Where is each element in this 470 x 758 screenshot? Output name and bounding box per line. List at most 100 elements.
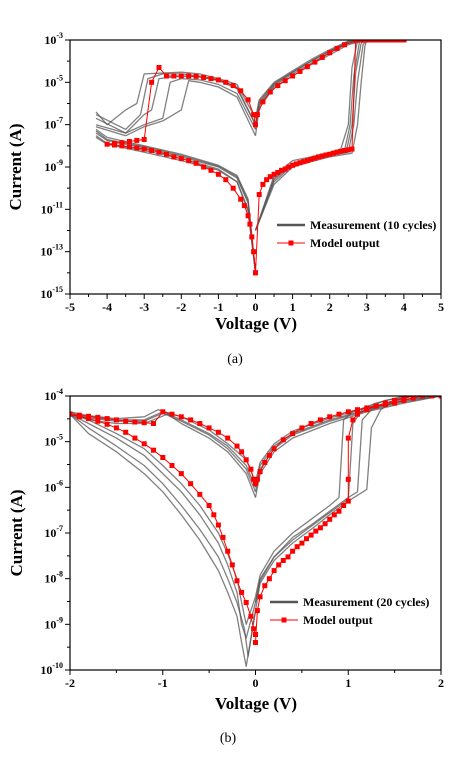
chart-b-y-tick-label: 10-8 xyxy=(44,570,63,586)
chart-a-y-tick-label: 10-5 xyxy=(44,73,63,89)
chart-b-model-point xyxy=(206,503,212,508)
chart-a-model-point xyxy=(379,40,385,43)
chart-b-model-point xyxy=(234,578,240,584)
chart-a-model-point xyxy=(271,171,277,177)
chart-a-model-point xyxy=(126,144,132,150)
chart-a-model-point xyxy=(134,137,140,143)
chart-b-model-point xyxy=(211,512,217,518)
chart-a-model-point xyxy=(238,196,244,202)
chart-a-plot-group: -5 -4 -3 -2 -1 0 1 2 3 4 510-1510-1310-1110-910-71… xyxy=(6,31,444,333)
chart-a-model-point xyxy=(338,148,344,154)
chart-b-model-point xyxy=(239,449,245,455)
chart-a-x-tick-label: -1 xyxy=(213,300,223,314)
chart-b-model-point xyxy=(355,407,360,413)
chart-a-model-point xyxy=(282,78,288,84)
chart-a-y-tick-exponent: -15 xyxy=(52,285,63,294)
chart-a-model-point xyxy=(334,149,340,155)
chart-b-model-point xyxy=(285,554,291,560)
chart-a-model-point xyxy=(141,137,147,142)
chart-b-model-point xyxy=(327,516,333,522)
chart-b-model-point xyxy=(215,522,221,528)
chart-a-model-point xyxy=(267,89,273,95)
chart-a-measurement-cycle-0-branch-1 xyxy=(254,40,367,125)
chart-b-model-point xyxy=(248,613,254,619)
chart-b-model-point xyxy=(266,452,272,458)
chart-a-model-point xyxy=(112,142,117,148)
chart-b-model-point xyxy=(257,469,263,475)
chart-b-y-tick-base: 10 xyxy=(40,663,52,677)
chart-b-model-point xyxy=(104,416,110,422)
chart-b-model-point xyxy=(392,400,398,406)
chart-b: -2 -1 0 1 210-1010-910-810-710-610-510-4Volt… xyxy=(7,387,444,746)
chart-b-model-point xyxy=(280,558,286,563)
chart-a-y-tick-exponent: -11 xyxy=(53,200,63,209)
chart-b-model-point xyxy=(178,471,184,477)
chart-b-y-tick-exponent: -9 xyxy=(56,615,63,624)
chart-b-measurement-cycle-3-branch-1 xyxy=(254,396,441,492)
chart-a-model-point xyxy=(349,146,355,152)
chart-b-model-point xyxy=(382,402,388,407)
chart-b-model-point xyxy=(336,411,342,417)
chart-b-model-point xyxy=(123,429,129,435)
chart-b-model-point xyxy=(254,608,260,614)
chart-a-model-point xyxy=(364,40,370,43)
chart-b-model-point xyxy=(206,425,212,431)
chart-b-model-point xyxy=(188,481,194,487)
chart-b-y-tick-exponent: -5 xyxy=(56,433,63,442)
chart-a-model-point xyxy=(353,40,359,43)
chart-a-model-point xyxy=(141,146,147,152)
chart-b-model-point xyxy=(271,568,277,574)
chart-a-model-point xyxy=(104,141,110,147)
chart-a-model-point xyxy=(178,156,184,162)
chart-b-model-point xyxy=(234,443,240,449)
chart-a-model-point xyxy=(119,140,125,146)
chart-a-measurement-cycle-3-branch-0 xyxy=(254,40,368,231)
chart-a-y-tick-base: 10 xyxy=(44,118,56,132)
chart-b-model-point xyxy=(151,447,156,453)
chart-a-model-group xyxy=(104,40,407,276)
chart-a-model-point xyxy=(260,99,266,105)
chart-a-model-point xyxy=(253,122,258,128)
chart-b-model-point xyxy=(419,396,425,399)
chart-b-legend-model-swatch-marker xyxy=(281,617,287,623)
chart-b-model-point xyxy=(113,417,119,423)
chart-b-model-point xyxy=(317,417,323,423)
chart-a-model-point xyxy=(193,160,199,166)
chart-a-legend-model-swatch-marker xyxy=(288,240,294,246)
chart-b-model-point xyxy=(336,508,342,514)
chart-a-measurement-cycle-2-branch-3 xyxy=(95,128,257,273)
chart-a-model-point xyxy=(386,40,392,43)
chart-a-model-point xyxy=(215,171,221,177)
chart-a-model-point xyxy=(178,73,184,79)
chart-a-model-point xyxy=(312,155,318,161)
chart-b-model-point xyxy=(280,437,286,443)
chart-b-model-point xyxy=(345,498,351,504)
chart-b-model-point xyxy=(141,420,147,426)
chart-b-x-tick-label: -2 xyxy=(65,676,75,690)
chart-a-y-tick-exponent: -9 xyxy=(56,158,63,167)
chart-a: -5 -4 -3 -2 -1 0 1 2 3 4 510-1510-1310-1110-910-71… xyxy=(6,31,444,367)
chart-b-model-point xyxy=(243,600,249,605)
chart-b-model-point xyxy=(290,431,296,437)
chart-a-model-point xyxy=(126,139,132,144)
chart-b-y-tick-exponent: -6 xyxy=(56,478,63,487)
chart-b-model-point xyxy=(104,421,110,427)
chart-b-model-point xyxy=(331,512,337,518)
chart-b-model-point xyxy=(317,525,323,531)
chart-b-model-point xyxy=(308,421,314,426)
chart-b-y-tick-label: 10-5 xyxy=(44,433,63,449)
chart-a-model-point xyxy=(164,73,169,79)
chart-a-model-point xyxy=(319,54,325,60)
chart-a-y-tick-exponent: -7 xyxy=(56,116,63,125)
chart-b-legend: Measurement (20 cycles) Model output xyxy=(270,595,429,627)
chart-b-model-point xyxy=(178,414,184,420)
chart-b-model-point xyxy=(253,632,258,637)
chart-b-model-point xyxy=(169,463,175,468)
chart-a-model-point xyxy=(319,153,325,159)
chart-a-model-point xyxy=(368,40,373,43)
chart-b-model-point xyxy=(123,418,129,424)
chart-a-legend: Measurement (10 cycles) Model output xyxy=(277,218,436,250)
chart-b-model-point xyxy=(262,583,268,589)
chart-a-model-point xyxy=(401,40,407,43)
chart-b-model-point xyxy=(262,460,268,465)
